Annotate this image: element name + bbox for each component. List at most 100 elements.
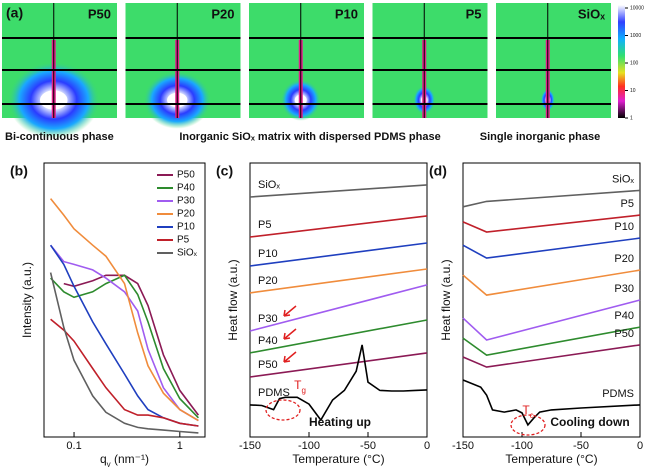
series-line	[249, 184, 428, 198]
plot-frame	[43, 162, 206, 438]
panel-title: P5	[466, 6, 482, 21]
series-line	[462, 214, 641, 233]
panel-title: P50	[88, 6, 111, 21]
panel-title: P10	[335, 6, 358, 21]
plot-frame	[249, 162, 428, 438]
series-line	[50, 274, 199, 419]
panel-title: SiOₓ	[578, 6, 605, 21]
caption: Inorganic SiOₓ matrix with dispersed PDM…	[179, 131, 440, 143]
annotation: Tg	[294, 378, 306, 394]
colorbar-label: 100	[630, 60, 639, 66]
x-tick-label: -50	[360, 440, 376, 452]
series-line	[249, 242, 428, 267]
highlight-ellipse	[265, 399, 301, 421]
series-label: P10	[614, 221, 634, 233]
series-line	[249, 268, 428, 294]
series-line	[462, 269, 641, 296]
legend-label: P5	[177, 235, 190, 246]
series-line	[49, 272, 199, 434]
annotation-main: Heating up	[309, 415, 371, 429]
series-line	[462, 379, 641, 427]
annotation-main: Cooling down	[550, 415, 629, 429]
series-line	[50, 318, 199, 427]
series-line	[63, 274, 200, 416]
y-axis-label: Intensity (a.u.)	[20, 262, 34, 338]
legend-label: P10	[177, 222, 195, 233]
colorbar-label: 10000	[630, 5, 644, 11]
panel-label: (b)	[10, 163, 28, 179]
series-line	[249, 344, 428, 422]
x-tick-label: -150	[239, 440, 261, 452]
series-line	[462, 326, 641, 356]
x-axis-label: Temperature (°C)	[505, 452, 597, 466]
x-axis-label-sub: y	[107, 460, 111, 467]
legend-label: P30	[177, 196, 195, 207]
panel-title: P20	[211, 6, 234, 21]
series-label: PDMS	[602, 388, 634, 400]
colorbar-label: 1000	[630, 33, 641, 39]
x-tick-label: -100	[298, 440, 320, 452]
arrow	[283, 351, 297, 363]
panel-label: (a)	[6, 5, 23, 21]
series-line	[249, 215, 428, 238]
series-line	[49, 244, 199, 422]
colorbar	[618, 5, 625, 118]
x-tick-label: 0	[424, 440, 430, 452]
colorbar-label: 10	[630, 88, 636, 94]
series-label: P20	[614, 253, 634, 265]
series-line	[462, 189, 641, 208]
y-axis-label: Heat flow (a.u.)	[226, 259, 240, 340]
series-label: SiOₓ	[612, 173, 634, 185]
x-axis-label-main: Temperature (°C)	[505, 452, 597, 466]
legend-label: P40	[177, 183, 195, 194]
series-label: P5	[258, 219, 271, 231]
x-tick-label: 0.1	[66, 440, 81, 452]
annotation-main: T	[522, 403, 530, 417]
series-label: P30	[614, 283, 634, 295]
series-line	[249, 319, 428, 354]
series-line	[462, 344, 641, 368]
x-axis-label: Temperature (°C)	[292, 452, 384, 466]
series-label: P50	[614, 328, 634, 340]
x-axis-label-rest: (nm⁻¹)	[111, 452, 149, 466]
legend-label: P20	[177, 209, 195, 220]
x-tick-label: 0	[637, 440, 643, 452]
series-label: PDMS	[258, 387, 290, 399]
series-line	[49, 198, 199, 422]
series-label: P10	[258, 248, 278, 260]
series-line	[49, 244, 199, 427]
arrow	[283, 328, 297, 340]
x-tick-label: -100	[511, 440, 533, 452]
annotation: Heating up	[309, 415, 371, 429]
series-line	[249, 284, 428, 332]
series-label: P20	[258, 275, 278, 287]
highlight-ellipse	[510, 414, 546, 436]
colorbar-label: 1	[630, 115, 633, 121]
caption: Single inorganic phase	[480, 131, 600, 143]
annotation: Tc	[522, 403, 533, 419]
x-tick-label: -150	[452, 440, 474, 452]
x-tick-label: -50	[573, 440, 589, 452]
x-axis-label-main: Temperature (°C)	[292, 452, 384, 466]
caption: Bi-continuous phase	[5, 131, 114, 143]
series-label: P50	[258, 359, 278, 371]
legend-label: P50	[177, 170, 195, 181]
series-line	[462, 299, 641, 341]
x-tick-label: 1	[177, 440, 183, 452]
annotation-sub: g	[301, 386, 305, 395]
series-label: P40	[614, 310, 634, 322]
y-axis-label: Heat flow (a.u.)	[439, 259, 453, 340]
series-label: P5	[621, 198, 634, 210]
series-label: P40	[258, 335, 278, 347]
legend-label: SiOₓ	[177, 248, 198, 259]
x-axis-label-main: q	[100, 452, 107, 466]
series-line	[462, 237, 641, 259]
x-axis-label: qy (nm⁻¹)	[100, 452, 149, 467]
series-label: P30	[258, 313, 278, 325]
series-label: SiOₓ	[258, 179, 280, 191]
panel-label: (c)	[216, 163, 233, 179]
series-line	[249, 352, 428, 378]
arrow	[283, 305, 297, 317]
annotation-main: T	[294, 378, 302, 392]
